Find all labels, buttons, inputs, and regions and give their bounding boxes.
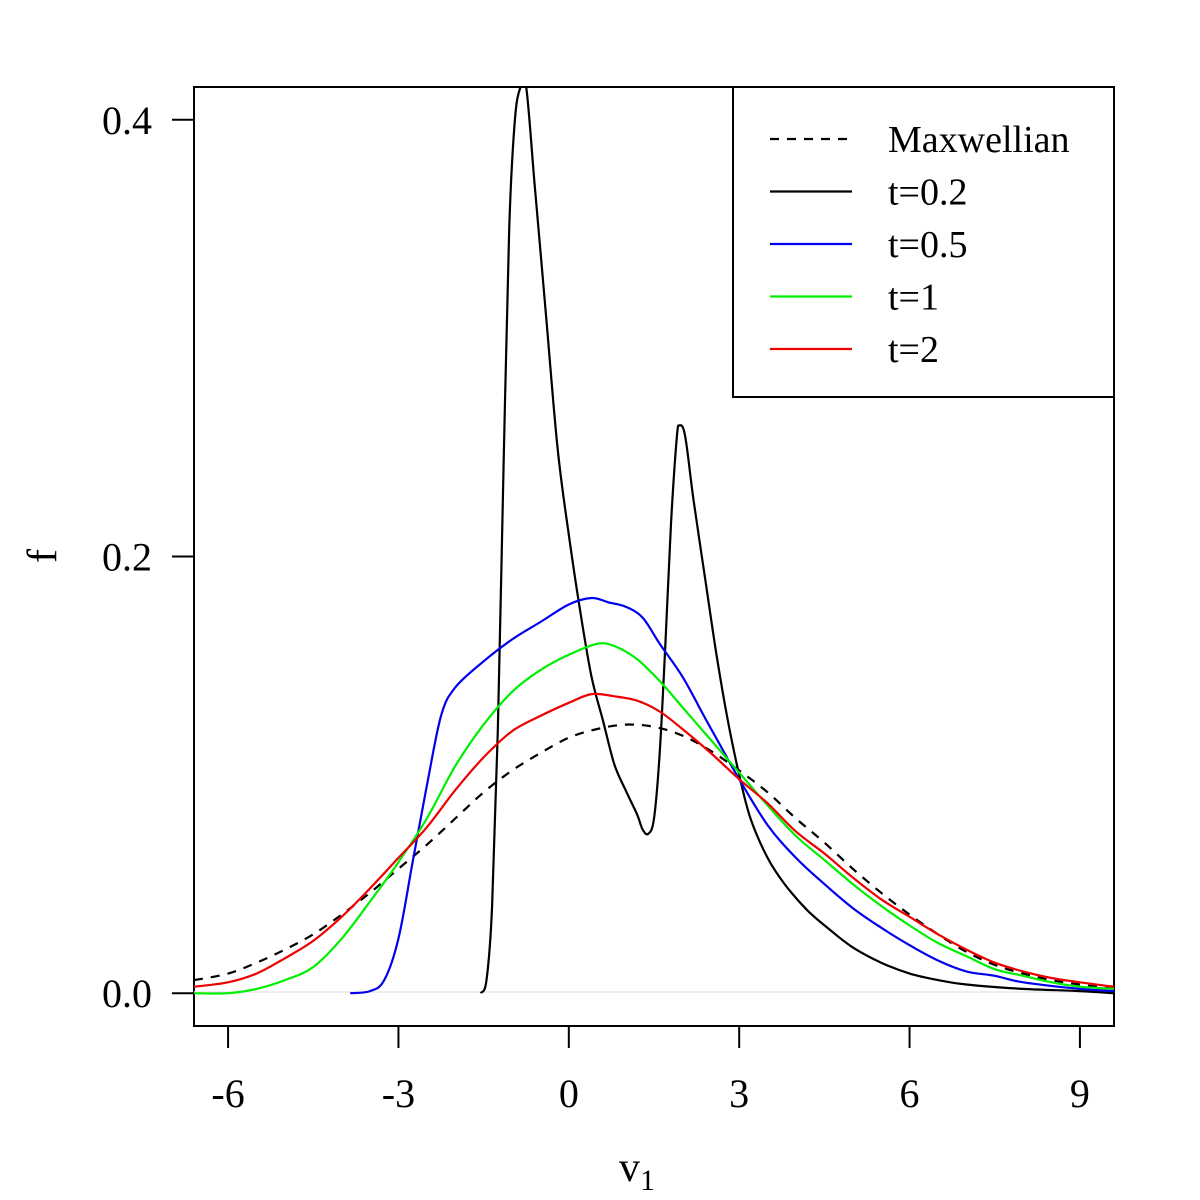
series-line-t-2 <box>194 692 1114 988</box>
x-tick-label: -3 <box>382 1071 415 1116</box>
y-tick-label: 0.0 <box>102 971 152 1016</box>
legend: Maxwellian t=0.2 t=0.5 t=1 t=2 <box>732 86 1115 398</box>
series-line-t-0-2 <box>479 87 1114 995</box>
x-axis-label-main: v <box>619 1145 640 1191</box>
series-line-t-0-5 <box>350 596 1114 995</box>
x-axis: -6 -3 0 3 6 9 <box>211 1026 1090 1116</box>
y-tick-label: 0.2 <box>102 535 152 580</box>
legend-box <box>732 86 1115 398</box>
legend-label-t-0-5: t=0.5 <box>888 224 968 266</box>
legend-label-t-0-2: t=0.2 <box>888 172 968 214</box>
x-tick-label: 0 <box>559 1071 579 1116</box>
x-tick-label: -6 <box>211 1071 244 1116</box>
legend-label-t-2: t=2 <box>888 329 939 371</box>
x-tick-label: 9 <box>1070 1071 1090 1116</box>
x-axis-label: v1 <box>619 1145 655 1197</box>
y-tick-label: 0.4 <box>102 98 152 143</box>
x-tick-label: 6 <box>900 1071 920 1116</box>
x-tick-label: 3 <box>729 1071 749 1116</box>
legend-label-maxwellian: Maxwellian <box>888 119 1070 161</box>
legend-label-t-1: t=1 <box>888 277 939 319</box>
series-line-t-1 <box>194 642 1114 995</box>
y-axis: 0.0 0.2 0.4 <box>102 98 194 1016</box>
y-axis-label: f <box>20 549 66 563</box>
x-axis-label-subscript: 1 <box>640 1164 655 1197</box>
series-group <box>194 87 1114 995</box>
